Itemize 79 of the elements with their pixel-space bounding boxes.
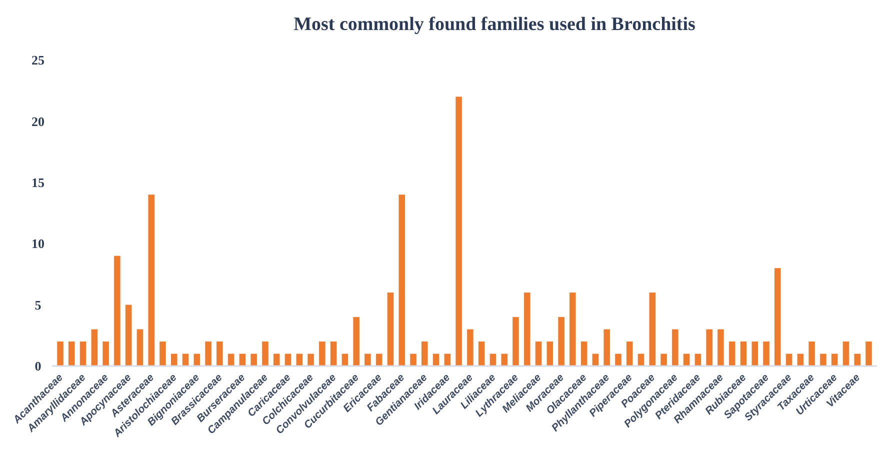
bar [376,354,382,366]
bar [182,354,189,366]
bar [728,342,736,366]
bar [694,354,702,366]
bar [808,342,815,366]
bar [114,256,120,366]
bar [660,354,667,366]
bar [831,354,838,366]
bar [308,354,314,366]
bar [330,342,337,366]
bar [102,342,109,366]
bar [57,342,64,366]
bar [570,292,576,366]
bar [319,342,326,366]
bar [683,354,690,366]
bar [615,354,622,366]
bar [194,354,200,366]
bar [296,354,303,366]
bar [672,329,678,366]
bar [797,354,804,366]
bar [763,342,770,366]
bar [216,342,223,366]
bar [387,292,394,366]
bar [820,354,826,366]
bar [592,354,599,366]
bar [239,354,246,366]
bar [467,329,474,366]
bar [422,342,428,366]
bar [456,96,462,366]
bar [842,342,850,366]
bar [262,342,268,366]
bar [774,268,781,366]
y-tick-label: 0 [34,358,42,374]
bar [80,342,86,366]
bar [854,354,860,366]
bar [228,354,234,366]
bar [148,194,154,366]
bar [490,354,496,366]
bar [580,342,588,366]
bar [364,354,371,366]
y-tick-label: 20 [32,114,44,129]
bar [125,304,132,366]
bar [205,342,212,366]
bar [626,342,633,366]
y-tick-label: 10 [32,236,44,252]
y-tick-label: 25 [32,52,45,68]
bar [170,354,178,366]
bar [649,292,656,366]
bar [432,354,440,366]
bar [284,354,292,366]
bar [160,342,166,366]
bar [638,354,644,366]
bar [706,329,712,366]
bar [444,354,451,366]
bar [786,354,792,366]
y-tick-label: 5 [34,297,42,312]
bar [68,342,75,366]
bar [604,329,610,366]
bar [342,354,348,366]
bar [535,342,542,366]
bar [136,329,144,366]
bar [752,342,758,366]
bar [398,194,405,366]
bar [524,292,530,366]
y-tick-label: 15 [32,174,45,190]
bar [410,354,416,366]
bar [866,342,872,366]
bar [558,317,564,366]
bar [91,329,98,366]
bar [501,354,508,366]
bar [353,317,360,366]
bar [718,329,724,366]
chart-title: Most commonly found families used in Bronchitis [294,14,696,35]
bar [740,342,747,366]
bar [250,354,257,366]
bar [273,354,280,366]
bar [512,317,519,366]
bar [478,342,485,366]
bar [546,342,554,366]
